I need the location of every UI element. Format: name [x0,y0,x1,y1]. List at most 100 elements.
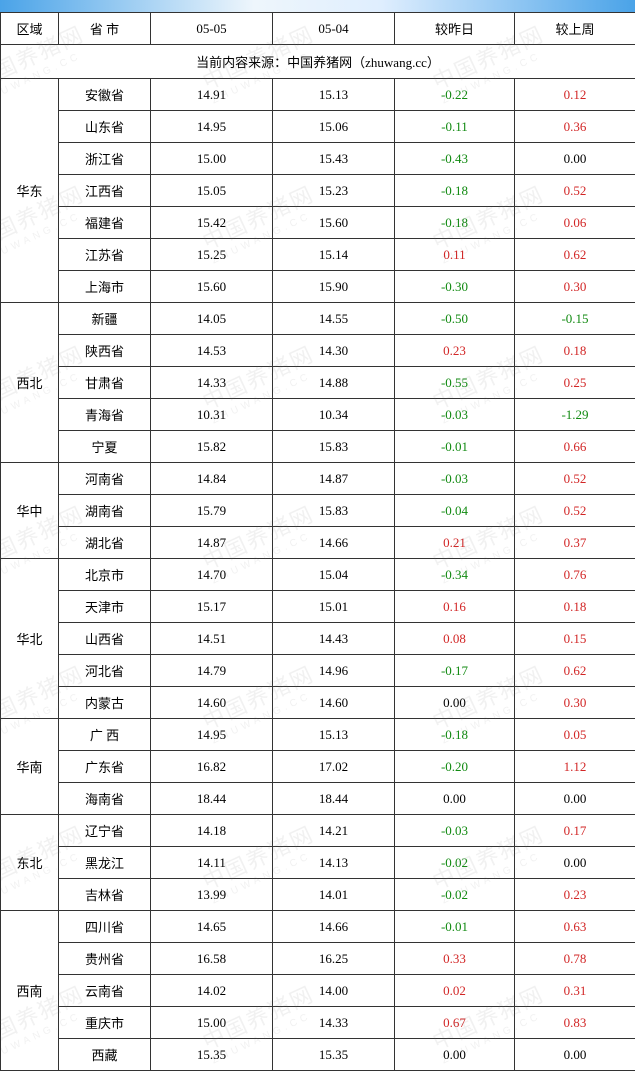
delta-vs-yday: -0.34 [395,559,515,591]
value-d1: 14.02 [151,975,273,1007]
value-d2: 14.66 [273,527,395,559]
table-row: 江苏省15.2515.140.110.62 [1,239,635,271]
delta-vs-yday: -0.01 [395,911,515,943]
delta-vs-yday: 0.02 [395,975,515,1007]
value-d2: 15.83 [273,431,395,463]
value-d1: 10.31 [151,399,273,431]
header-province: 省 市 [59,13,151,45]
value-d2: 10.34 [273,399,395,431]
value-d1: 14.84 [151,463,273,495]
delta-vs-lweek: 0.30 [515,687,635,719]
table-row: 内蒙古14.6014.600.000.30 [1,687,635,719]
value-d2: 15.43 [273,143,395,175]
province-cell: 新疆 [59,303,151,335]
value-d2: 14.13 [273,847,395,879]
delta-vs-yday: 0.00 [395,687,515,719]
delta-vs-yday: 0.00 [395,783,515,815]
delta-vs-yday: -0.03 [395,815,515,847]
table-body: 华东安徽省14.9115.13-0.220.12山东省14.9515.06-0.… [1,79,635,1071]
delta-vs-yday: 0.33 [395,943,515,975]
header-vs-yday: 较昨日 [395,13,515,45]
value-d2: 15.06 [273,111,395,143]
delta-vs-lweek: 0.31 [515,975,635,1007]
value-d2: 15.90 [273,271,395,303]
delta-vs-lweek: 0.25 [515,367,635,399]
province-cell: 湖北省 [59,527,151,559]
province-cell: 上海市 [59,271,151,303]
table-row: 福建省15.4215.60-0.180.06 [1,207,635,239]
region-cell: 华南 [1,719,59,815]
value-d1: 14.87 [151,527,273,559]
delta-vs-lweek: 0.52 [515,463,635,495]
value-d2: 15.83 [273,495,395,527]
delta-vs-lweek: 0.15 [515,623,635,655]
province-cell: 湖南省 [59,495,151,527]
province-cell: 吉林省 [59,879,151,911]
province-cell: 黑龙江 [59,847,151,879]
value-d1: 15.42 [151,207,273,239]
value-d1: 15.05 [151,175,273,207]
delta-vs-yday: -0.02 [395,847,515,879]
source-row: 当前内容来源：中国养猪网（zhuwang.cc） [1,45,635,79]
delta-vs-lweek: 0.62 [515,239,635,271]
province-cell: 北京市 [59,559,151,591]
table-row: 广东省16.8217.02-0.201.12 [1,751,635,783]
value-d2: 14.01 [273,879,395,911]
region-cell: 华北 [1,559,59,719]
region-cell: 西北 [1,303,59,463]
value-d2: 15.60 [273,207,395,239]
table-row: 贵州省16.5816.250.330.78 [1,943,635,975]
value-d1: 15.82 [151,431,273,463]
table-row: 华中河南省14.8414.87-0.030.52 [1,463,635,495]
province-cell: 重庆市 [59,1007,151,1039]
delta-vs-yday: -0.20 [395,751,515,783]
table-row: 东北辽宁省14.1814.21-0.030.17 [1,815,635,847]
province-cell: 天津市 [59,591,151,623]
region-cell: 华中 [1,463,59,559]
province-cell: 安徽省 [59,79,151,111]
header-region: 区域 [1,13,59,45]
delta-vs-yday: -0.11 [395,111,515,143]
table-row: 宁夏15.8215.83-0.010.66 [1,431,635,463]
value-d2: 18.44 [273,783,395,815]
value-d1: 14.65 [151,911,273,943]
table-row: 青海省10.3110.34-0.03-1.29 [1,399,635,431]
table-row: 陕西省14.5314.300.230.18 [1,335,635,367]
delta-vs-lweek: 0.06 [515,207,635,239]
delta-vs-lweek: -0.15 [515,303,635,335]
top-bar [0,0,635,12]
delta-vs-yday: -0.30 [395,271,515,303]
region-cell: 东北 [1,815,59,911]
province-cell: 贵州省 [59,943,151,975]
value-d2: 14.96 [273,655,395,687]
delta-vs-yday: -0.18 [395,207,515,239]
value-d2: 15.35 [273,1039,395,1071]
value-d1: 13.99 [151,879,273,911]
value-d2: 14.00 [273,975,395,1007]
delta-vs-yday: -0.03 [395,463,515,495]
value-d1: 14.05 [151,303,273,335]
value-d1: 14.95 [151,111,273,143]
delta-vs-lweek: 0.12 [515,79,635,111]
delta-vs-yday: -0.03 [395,399,515,431]
table-row: 黑龙江14.1114.13-0.020.00 [1,847,635,879]
delta-vs-yday: -0.50 [395,303,515,335]
province-cell: 陕西省 [59,335,151,367]
delta-vs-lweek: 0.52 [515,175,635,207]
value-d2: 14.87 [273,463,395,495]
value-d2: 14.33 [273,1007,395,1039]
delta-vs-lweek: 0.76 [515,559,635,591]
value-d1: 15.00 [151,1007,273,1039]
value-d1: 14.79 [151,655,273,687]
value-d2: 15.04 [273,559,395,591]
delta-vs-lweek: 0.37 [515,527,635,559]
delta-vs-lweek: 0.18 [515,591,635,623]
value-d2: 14.43 [273,623,395,655]
delta-vs-lweek: 0.52 [515,495,635,527]
delta-vs-yday: -0.04 [395,495,515,527]
header-vs-lweek: 较上周 [515,13,635,45]
value-d1: 15.17 [151,591,273,623]
value-d2: 14.60 [273,687,395,719]
province-cell: 宁夏 [59,431,151,463]
delta-vs-lweek: 0.78 [515,943,635,975]
